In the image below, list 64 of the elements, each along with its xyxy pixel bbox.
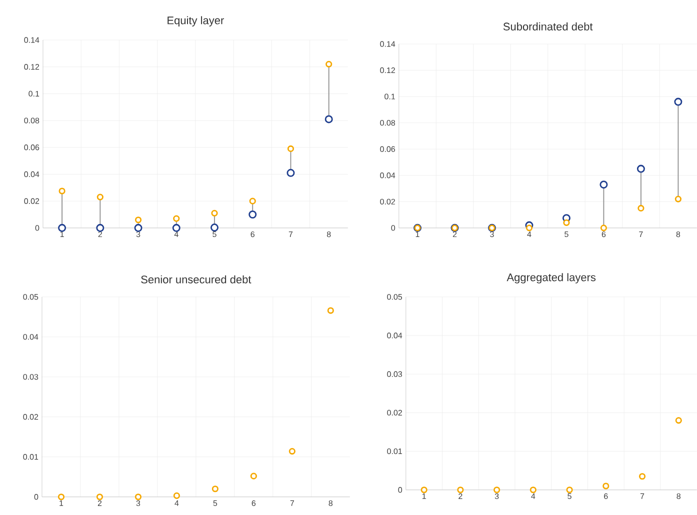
x-tick-label: 4: [527, 232, 532, 238]
y-tick-label: 0.06: [380, 146, 396, 152]
y-tick-label: 0: [398, 487, 402, 493]
x-tick-label: 5: [564, 232, 568, 238]
x-tick-label: 2: [98, 500, 102, 506]
x-tick-label: 1: [60, 232, 64, 238]
x-tick-label: 3: [136, 500, 140, 506]
x-tick-label: 7: [639, 232, 643, 238]
y-tick-label: 0.08: [380, 120, 396, 126]
x-tick-label: 2: [458, 493, 462, 500]
y-tick-label: 0.08: [24, 118, 40, 124]
x-tick-label: 7: [640, 493, 644, 499]
x-tick-label: 5: [212, 232, 216, 238]
x-tick-label: 6: [250, 232, 254, 238]
x-tick-label: 1: [416, 232, 420, 238]
x-tick-label: 1: [422, 493, 426, 499]
x-tick-label: 6: [252, 500, 256, 506]
chart-title: Aggregated layers: [506, 273, 596, 284]
x-tick-label: 8: [676, 493, 680, 500]
x-tick-label: 4: [174, 232, 178, 238]
x-tick-label: 3: [136, 232, 140, 238]
y-tick-label: 0.06: [24, 144, 40, 150]
x-tick-label: 2: [98, 232, 102, 238]
x-tick-label: 4: [174, 500, 179, 506]
chart-title: Subordinated debt: [503, 22, 593, 31]
x-tick-label: 4: [531, 493, 536, 499]
y-tick-label: 0.05: [387, 294, 402, 300]
y-tick-label: 0: [34, 494, 38, 500]
x-tick-label: 8: [328, 500, 333, 506]
chart-title: Senior unsecured debt: [141, 275, 252, 284]
x-tick-label: 5: [213, 500, 218, 506]
x-tick-label: 8: [676, 232, 680, 238]
x-tick-label: 3: [490, 232, 494, 238]
x-tick-label: 7: [288, 232, 293, 238]
y-tick-label: 0.04: [23, 334, 38, 340]
y-tick-label: 0.05: [23, 294, 38, 300]
x-tick-label: 8: [326, 232, 331, 238]
y-tick-label: 0.14: [380, 41, 396, 47]
x-tick-label: 5: [568, 493, 572, 500]
y-tick-label: 0.04: [24, 171, 40, 178]
x-tick-label: 6: [604, 493, 608, 500]
y-tick-label: 0.02: [23, 414, 38, 420]
y-tick-label: 0.02: [387, 410, 402, 416]
y-tick-label: 0.04: [380, 172, 396, 178]
y-tick-label: 0.03: [387, 371, 402, 377]
y-tick-label: 0: [391, 225, 396, 231]
y-tick-label: 0.12: [24, 64, 40, 70]
x-tick-label: 6: [602, 232, 606, 238]
y-tick-label: 0.12: [380, 68, 395, 74]
y-tick-label: 0.04: [387, 332, 402, 338]
y-tick-label: 0.1: [384, 94, 395, 100]
x-tick-label: 7: [290, 500, 294, 506]
y-tick-label: 0.1: [28, 90, 40, 97]
y-tick-label: 0.01: [387, 448, 402, 454]
chart-title: Equity layer: [168, 16, 224, 27]
y-tick-label: 0.01: [23, 454, 38, 460]
x-tick-label: 2: [452, 232, 457, 238]
x-tick-label: 3: [494, 493, 499, 500]
y-tick-label: 0.02: [380, 198, 395, 205]
y-tick-label: 0.02: [24, 198, 40, 204]
y-tick-label: 0: [35, 225, 40, 231]
y-tick-label: 0.03: [23, 374, 38, 380]
x-tick-label: 1: [60, 500, 64, 506]
y-tick-label: 0.14: [24, 37, 40, 43]
